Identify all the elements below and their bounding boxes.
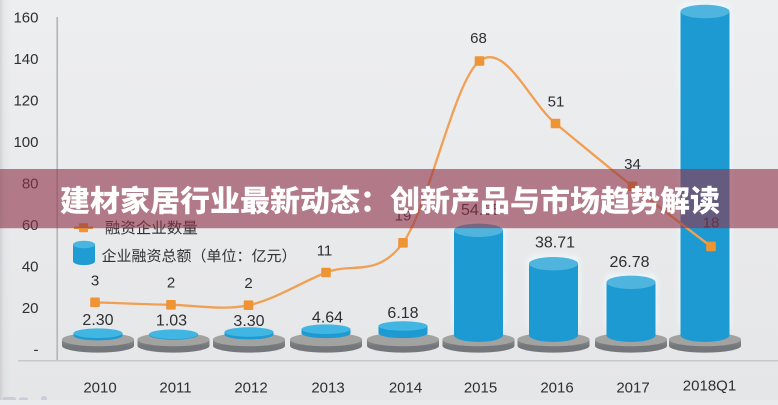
svg-text:2018Q1: 2018Q1 [683,378,736,395]
svg-text:11: 11 [317,242,333,259]
svg-text:2: 2 [167,274,175,291]
svg-text:2016: 2016 [540,380,573,397]
svg-text:6.18: 6.18 [387,305,418,322]
svg-text:40: 40 [22,258,39,275]
svg-text:3.30: 3.30 [233,313,264,330]
svg-text:2017: 2017 [616,380,649,397]
svg-text:-: - [34,342,39,359]
svg-text:38.71: 38.71 [535,234,575,251]
svg-text:2: 2 [244,275,252,292]
svg-text:20: 20 [22,300,39,317]
svg-text:2012: 2012 [234,380,267,397]
svg-text:120: 120 [13,92,38,109]
svg-text:26.78: 26.78 [609,254,649,271]
svg-text:4.64: 4.64 [312,310,343,327]
svg-text:140: 140 [13,51,38,68]
svg-text:2015: 2015 [464,380,497,397]
svg-text:160: 160 [13,9,38,26]
svg-text:2014: 2014 [389,380,422,397]
svg-text:2.30: 2.30 [82,312,113,329]
svg-text:1.03: 1.03 [156,313,187,330]
svg-text:34: 34 [624,156,641,173]
svg-text:68: 68 [470,30,487,47]
svg-text:100: 100 [13,134,38,151]
svg-text:2010: 2010 [83,380,116,397]
svg-text:2011: 2011 [159,380,191,397]
svg-text:51: 51 [548,93,565,110]
svg-text:3: 3 [91,272,99,289]
svg-text:2013: 2013 [311,380,344,397]
